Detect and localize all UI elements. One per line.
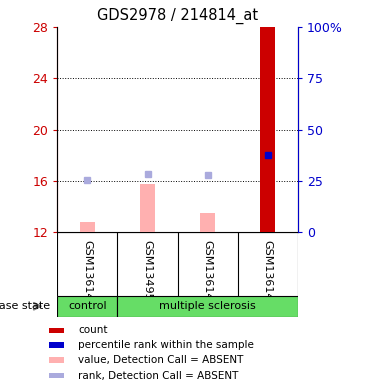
Bar — [57, 296, 118, 317]
Bar — [49, 342, 64, 348]
Text: GSM134953: GSM134953 — [142, 240, 152, 308]
Text: GSM136147: GSM136147 — [203, 240, 213, 308]
Bar — [118, 296, 298, 317]
Text: control: control — [68, 301, 107, 311]
Text: disease state: disease state — [0, 301, 50, 311]
Bar — [200, 213, 215, 232]
Bar — [49, 372, 64, 379]
Text: GSM136149: GSM136149 — [263, 240, 273, 308]
Bar — [140, 184, 155, 232]
Text: rank, Detection Call = ABSENT: rank, Detection Call = ABSENT — [78, 371, 238, 381]
Title: GDS2978 / 214814_at: GDS2978 / 214814_at — [97, 8, 258, 24]
Text: value, Detection Call = ABSENT: value, Detection Call = ABSENT — [78, 355, 243, 365]
Bar — [49, 357, 64, 363]
Text: percentile rank within the sample: percentile rank within the sample — [78, 340, 254, 350]
Bar — [80, 222, 95, 232]
Bar — [49, 328, 64, 333]
Text: GSM136140: GSM136140 — [83, 240, 92, 308]
Text: count: count — [78, 326, 108, 336]
Bar — [260, 27, 275, 232]
Text: multiple sclerosis: multiple sclerosis — [159, 301, 256, 311]
